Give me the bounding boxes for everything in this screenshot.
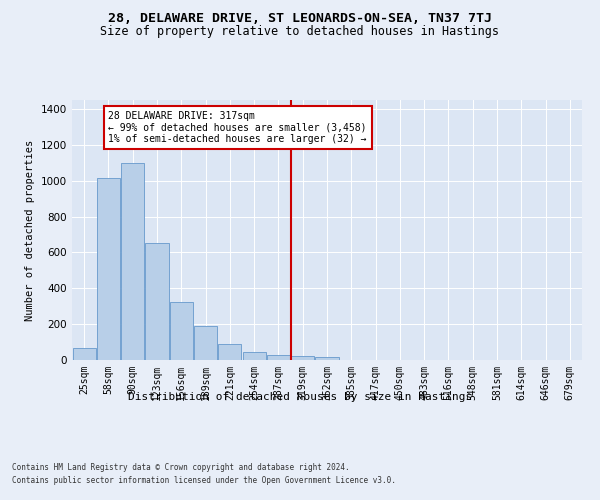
Bar [316, 358, 338, 360]
Text: Size of property relative to detached houses in Hastings: Size of property relative to detached ho… [101, 25, 499, 38]
Bar [291, 356, 314, 360]
Text: 28, DELAWARE DRIVE, ST LEONARDS-ON-SEA, TN37 7TJ: 28, DELAWARE DRIVE, ST LEONARDS-ON-SEA, … [108, 12, 492, 26]
Bar [267, 354, 290, 360]
Bar [194, 326, 217, 360]
Bar [170, 302, 193, 360]
Bar [145, 244, 169, 360]
Bar [97, 178, 120, 360]
Bar [218, 344, 241, 360]
Text: 28 DELAWARE DRIVE: 317sqm
← 99% of detached houses are smaller (3,458)
1% of sem: 28 DELAWARE DRIVE: 317sqm ← 99% of detac… [109, 111, 367, 144]
Bar [73, 348, 95, 360]
Text: Contains HM Land Registry data © Crown copyright and database right 2024.: Contains HM Land Registry data © Crown c… [12, 462, 350, 471]
Y-axis label: Number of detached properties: Number of detached properties [25, 140, 35, 320]
Text: Distribution of detached houses by size in Hastings: Distribution of detached houses by size … [128, 392, 472, 402]
Bar [242, 352, 266, 360]
Text: Contains public sector information licensed under the Open Government Licence v3: Contains public sector information licen… [12, 476, 396, 485]
Bar [121, 163, 144, 360]
